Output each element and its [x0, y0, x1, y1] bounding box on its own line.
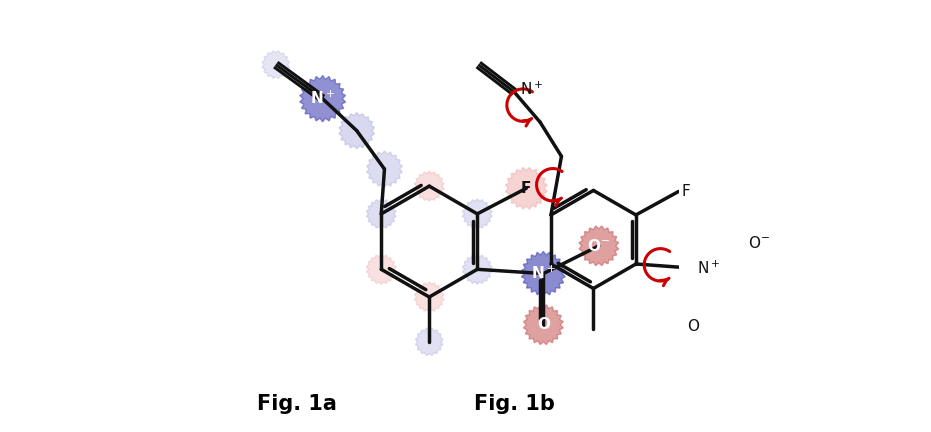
- Text: N$^+$: N$^+$: [697, 260, 721, 277]
- Polygon shape: [415, 328, 443, 356]
- Polygon shape: [506, 168, 547, 209]
- Polygon shape: [463, 199, 492, 229]
- Polygon shape: [367, 254, 396, 284]
- Text: F: F: [682, 184, 691, 199]
- Polygon shape: [367, 151, 402, 187]
- Text: F: F: [521, 181, 532, 196]
- Polygon shape: [414, 171, 444, 201]
- Polygon shape: [523, 305, 563, 345]
- Polygon shape: [262, 51, 290, 79]
- Polygon shape: [463, 254, 492, 284]
- Text: O: O: [537, 317, 550, 332]
- Text: N$^+$: N$^+$: [519, 80, 543, 98]
- Text: N$^+$: N$^+$: [310, 90, 335, 108]
- Text: O$^{-}$: O$^{-}$: [749, 235, 770, 251]
- Polygon shape: [339, 113, 374, 149]
- Text: O: O: [687, 319, 699, 334]
- Text: N$^+$: N$^+$: [531, 265, 556, 282]
- Polygon shape: [367, 199, 396, 229]
- Polygon shape: [300, 76, 345, 122]
- Text: Fig. 1b: Fig. 1b: [474, 394, 555, 414]
- Polygon shape: [521, 251, 565, 296]
- Polygon shape: [579, 226, 619, 266]
- Text: O$^{-}$: O$^{-}$: [587, 238, 610, 254]
- Text: Fig. 1a: Fig. 1a: [257, 394, 336, 414]
- Polygon shape: [414, 282, 444, 312]
